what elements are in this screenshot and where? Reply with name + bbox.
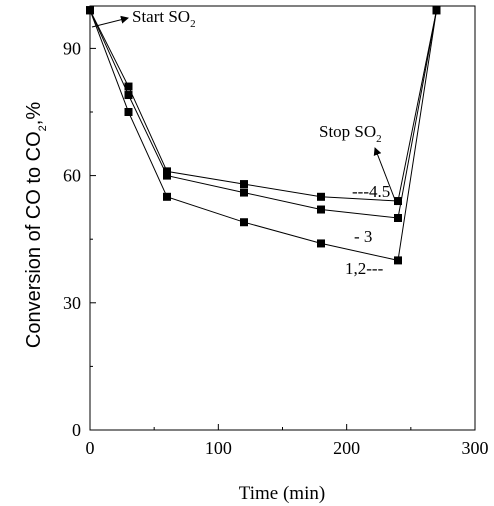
data-point-series-3 [394, 256, 402, 265]
plot-frame [89, 5, 476, 431]
y-tick-label: 0 [72, 420, 81, 440]
x-axis-label: Time (min) [239, 483, 325, 504]
data-point-series-3 [317, 239, 325, 248]
start-so2-annotation: Start SO2 [132, 7, 196, 30]
x-tick-label: 100 [205, 438, 232, 458]
series-line-3 [89, 10, 437, 262]
stop-arrow [373, 147, 398, 206]
start-arrow [91, 15, 129, 28]
y-axis-label: Conversion of CO to CO2,% [23, 102, 49, 348]
axis-ticks: 0 100 200 300 0 30 60 90 [63, 38, 489, 458]
data-point-series-1 [317, 192, 325, 201]
data-point-series-2 [124, 91, 133, 100]
data-point-series-2 [394, 214, 402, 222]
data-point-series-3 [124, 108, 133, 116]
data-point-series-1 [394, 197, 402, 206]
data-point-series-2 [317, 205, 325, 214]
x-tick-label: 0 [86, 438, 95, 458]
stop-so2-annotation: Stop SO2 [319, 122, 382, 145]
data-point-series-1 [124, 82, 133, 91]
data-point-series-3 [240, 218, 248, 227]
series-label-3: - 3 [354, 227, 372, 246]
markers-group [86, 6, 441, 265]
x-tick-label: 300 [462, 438, 489, 458]
data-point-series-3 [86, 6, 94, 15]
series-label-1-2: 1,2--- [345, 259, 384, 278]
data-point-series-3 [432, 6, 441, 15]
data-point-series-1 [163, 167, 171, 176]
data-point-series-2 [240, 188, 248, 197]
data-point-series-1 [240, 180, 248, 189]
data-point-series-2 [163, 171, 171, 180]
series-label-4-5: ---4.5 [352, 182, 390, 201]
data-point-series-3 [163, 192, 171, 201]
y-tick-label: 30 [63, 293, 81, 313]
x-tick-label: 200 [333, 438, 360, 458]
y-tick-label: 60 [63, 166, 81, 186]
y-tick-label: 90 [63, 38, 81, 58]
series-group [89, 9, 437, 262]
